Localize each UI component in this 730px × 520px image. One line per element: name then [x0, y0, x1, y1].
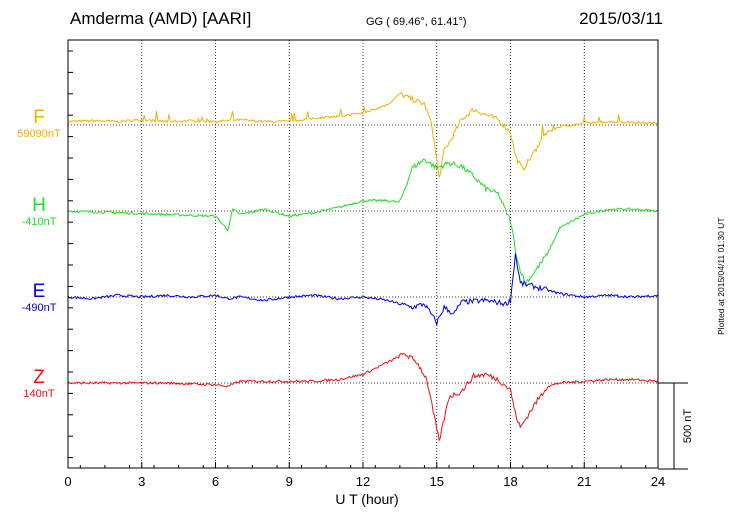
channel-label-e: E -490nT: [4, 282, 74, 315]
channel-name-z: Z: [33, 367, 45, 388]
x-tick-label-18: 18: [503, 474, 517, 489]
trace-z: [67, 352, 659, 442]
chart-title: Amderma (AMD) [AARI]: [70, 9, 252, 28]
x-tick-label-15: 15: [430, 474, 444, 489]
trace-h: [67, 158, 659, 288]
x-tick-label-12: 12: [356, 474, 370, 489]
station-coordinates: GG ( 69.46°, 61.41°): [366, 16, 467, 28]
channel-baseline-h: -410nT: [21, 216, 57, 228]
x-tick-label-21: 21: [577, 474, 591, 489]
channel-name-e: E: [32, 281, 46, 302]
channel-name-h: H: [32, 195, 46, 216]
trace-e: [67, 253, 659, 327]
channel-label-h: H -410nT: [4, 196, 74, 229]
channel-baseline-e: -490nT: [21, 302, 57, 314]
plot-timestamp: Plotted at 2015/04/11 01:30 UT: [716, 217, 726, 335]
channel-label-f: F 59090nT: [4, 108, 74, 141]
channel-baseline-f: 59090nT: [17, 128, 61, 140]
x-tick-label-3: 3: [138, 474, 145, 489]
chart-date: 2015/03/11: [579, 9, 663, 28]
x-tick-label-0: 0: [64, 474, 71, 489]
channel-label-z: Z 140nT: [4, 368, 74, 401]
x-axis-label: U T (hour): [335, 491, 398, 507]
scale-bar-label: 500 nT: [682, 409, 694, 444]
trace-f: [67, 91, 659, 178]
x-tick-label-24: 24: [651, 474, 665, 489]
x-tick-label-6: 6: [212, 474, 219, 489]
channel-name-f: F: [33, 107, 45, 128]
x-tick-label-9: 9: [286, 474, 293, 489]
channel-baseline-z: 140nT: [23, 388, 55, 400]
